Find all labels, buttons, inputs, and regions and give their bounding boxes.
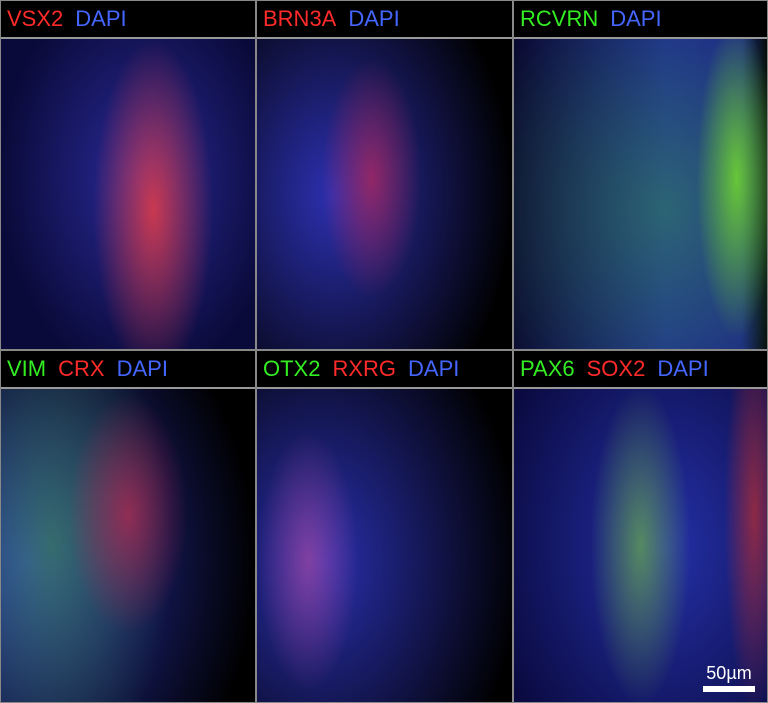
- microscopy-image: [1, 389, 255, 702]
- scale-bar-line: [703, 686, 755, 692]
- marker-label: PAX6: [520, 356, 575, 381]
- panel-label: BRN3A DAPI: [257, 1, 512, 39]
- marker-label: VSX2: [7, 6, 64, 31]
- panel-pax6-sox2: PAX6 SOX2 DAPI 50µm: [513, 350, 768, 703]
- marker-label: DAPI: [657, 356, 709, 381]
- panel-label: PAX6 SOX2 DAPI: [514, 351, 767, 389]
- panel-vsx2: VSX2 DAPI: [0, 0, 256, 350]
- panel-brn3a: BRN3A DAPI: [256, 0, 513, 350]
- microscopy-image: [514, 389, 767, 702]
- marker-label: DAPI: [408, 356, 460, 381]
- marker-label: OTX2: [263, 356, 321, 381]
- panel-rcvrn: RCVRN DAPI: [513, 0, 768, 350]
- marker-label: DAPI: [610, 6, 662, 31]
- microscopy-image: [514, 39, 767, 349]
- marker-label: CRX: [58, 356, 105, 381]
- scale-bar-label: 50µm: [706, 663, 752, 683]
- panel-label: VSX2 DAPI: [1, 1, 255, 39]
- marker-label: BRN3A: [263, 6, 337, 31]
- marker-label: RXRG: [332, 356, 397, 381]
- microscopy-image: [257, 39, 512, 349]
- marker-label: DAPI: [348, 6, 400, 31]
- scale-bar: 50µm: [703, 663, 755, 692]
- panel-label: RCVRN DAPI: [514, 1, 767, 39]
- marker-label: RCVRN: [520, 6, 599, 31]
- microscopy-image: [1, 39, 255, 349]
- marker-label: DAPI: [116, 356, 168, 381]
- panel-label: VIM CRX DAPI: [1, 351, 255, 389]
- panel-vim-crx: VIM CRX DAPI: [0, 350, 256, 703]
- panel-otx2-rxrg: OTX2 RXRG DAPI: [256, 350, 513, 703]
- marker-label: VIM: [7, 356, 47, 381]
- panel-label: OTX2 RXRG DAPI: [257, 351, 512, 389]
- microscopy-image: [257, 389, 512, 702]
- marker-label: DAPI: [75, 6, 127, 31]
- marker-label: SOX2: [586, 356, 646, 381]
